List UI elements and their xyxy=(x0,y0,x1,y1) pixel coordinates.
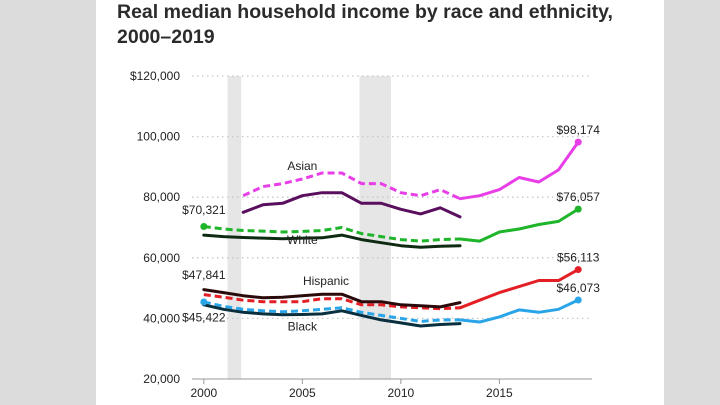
x-tick-label-2015: 2015 xyxy=(486,386,513,400)
axes: 20,000 40,000 60,000 80,000 100,000 $120,000 2… xyxy=(130,69,592,400)
recession-bands xyxy=(227,76,392,379)
chart-title-line-1: Real median household income by race and… xyxy=(117,1,613,23)
series-line-black xyxy=(458,298,580,324)
series-line-hispanic-alt xyxy=(202,288,462,309)
annotation-asian: Asian xyxy=(287,159,317,173)
annotation-hispanic: Hispanic xyxy=(303,274,349,288)
y-tick-label-120000: $120,000 xyxy=(130,69,180,83)
end-label-white: $76,057 xyxy=(557,190,601,204)
end-label-black: $46,073 xyxy=(557,281,601,295)
x-tick-label-2000: 2000 xyxy=(190,386,217,400)
series-line-white-alt xyxy=(202,233,462,249)
y-tick-label-100000: 100,000 xyxy=(137,130,181,144)
recession-band-2 xyxy=(359,76,392,379)
series-line-hispanic xyxy=(458,268,580,310)
end-marker-white xyxy=(574,205,582,213)
y-tick-label-80000: 80,000 xyxy=(143,190,180,204)
annotation-white: White xyxy=(287,233,318,247)
series-line-black-alt xyxy=(202,303,462,328)
x-tick-label-2010: 2010 xyxy=(388,386,415,400)
chart-title: Real median household income by race and… xyxy=(117,0,617,50)
series-line-white xyxy=(458,207,580,243)
x-tick-label-2005: 2005 xyxy=(289,386,316,400)
annotation-70-321: $70,321 xyxy=(182,203,226,217)
series-line-asian-alt xyxy=(241,191,462,219)
end-marker-asian xyxy=(574,138,582,146)
end-marker-hispanic xyxy=(574,266,582,274)
y-tick-label-40000: 40,000 xyxy=(143,311,180,325)
series-line-hispanic-dashed xyxy=(203,293,461,311)
chart-labels: $98,174 $76,057 $56,113 $46,073 Asian White Hi… xyxy=(182,123,600,333)
end-label-hispanic: $56,113 xyxy=(557,251,600,265)
series-line-black-dashed xyxy=(203,300,460,323)
annotation-black: Black xyxy=(288,320,318,334)
y-tick-label-20000: 20,000 xyxy=(143,372,180,386)
series-lines xyxy=(202,140,580,328)
y-tick-label-60000: 60,000 xyxy=(143,251,180,265)
end-markers xyxy=(200,138,582,306)
end-marker-black xyxy=(574,296,582,304)
recession-band-1 xyxy=(227,76,242,379)
series-line-white-dashed xyxy=(203,225,461,243)
series-line-asian-dashed xyxy=(242,171,461,201)
annotation-47-841: $47,841 xyxy=(182,268,226,282)
annotation-45-422: $45,422 xyxy=(182,310,226,324)
start-marker-black xyxy=(200,298,208,306)
start-marker-white xyxy=(200,223,208,231)
chart-title-line-2: 2000–2019 xyxy=(117,26,215,48)
series-line-asian xyxy=(458,140,580,201)
end-label-asian: $98,174 xyxy=(557,123,601,137)
